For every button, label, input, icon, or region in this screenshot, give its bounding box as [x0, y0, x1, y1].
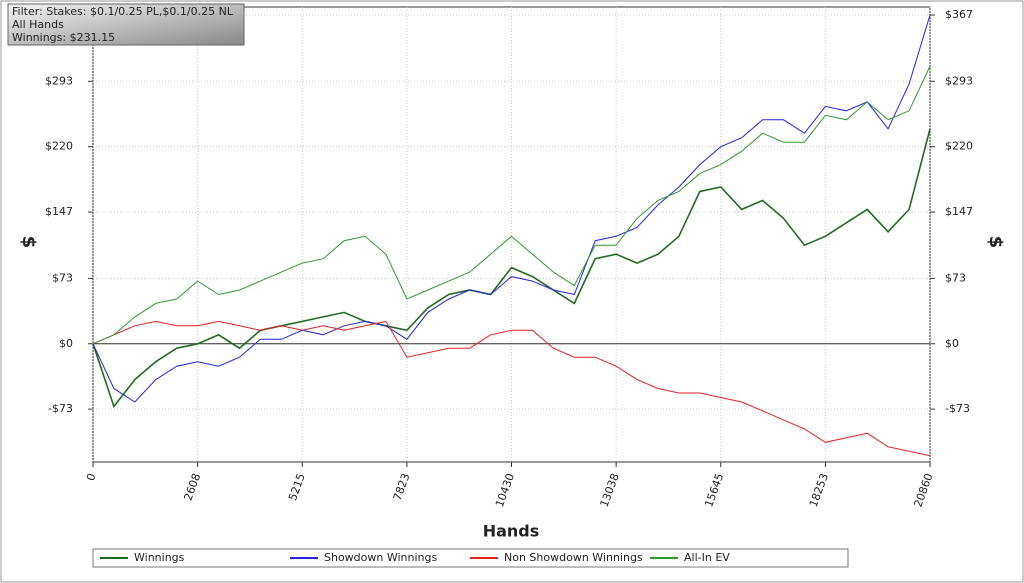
y2-tick-label: $293: [945, 74, 973, 87]
plot-background: [92, 6, 931, 463]
legend-label: Non Showdown Winnings: [504, 551, 643, 564]
y2-tick-label: $73: [945, 271, 966, 284]
y-tick-label: $220: [45, 140, 73, 153]
y-tick-label: -$73: [48, 402, 73, 415]
y2-tick-label: -$73: [945, 402, 970, 415]
plot-area: -$73 -$73 $0 $0 $73 $73 $147 $147 $220 $220 $293 $2…: [45, 6, 973, 509]
y-tick-label: $73: [52, 271, 73, 284]
y-tick-label: $147: [45, 205, 73, 218]
y2-tick-label: $147: [945, 205, 973, 218]
series-line: [92, 65, 931, 345]
hands-text: All Hands: [12, 18, 64, 31]
y-axis-label: $: [18, 236, 39, 249]
x-axis-label: Hands: [483, 522, 540, 541]
legend-label: Showdown Winnings: [324, 551, 438, 564]
y-tick-label: $0: [59, 337, 73, 350]
series-line: [92, 320, 931, 457]
series-line: [92, 128, 931, 409]
y2-tick-label: $0: [945, 337, 959, 350]
y2-axis-label: $: [985, 236, 1006, 249]
legend-label: All-In EV: [684, 551, 730, 564]
filter-text: Filter: Stakes: $0.1/0.25 PL,$0.1/0.25 N…: [12, 5, 234, 18]
filter-box: [7, 3, 245, 46]
legend-label: Winnings: [134, 551, 185, 564]
y2-tick-label: $367: [945, 8, 973, 21]
winnings-text: Winnings: $231.15: [12, 31, 115, 44]
series-line: [92, 14, 931, 403]
y2-tick-label: $220: [945, 140, 973, 153]
x-tick-label: 0: [84, 472, 99, 483]
y-tick-label: $293: [45, 74, 73, 87]
